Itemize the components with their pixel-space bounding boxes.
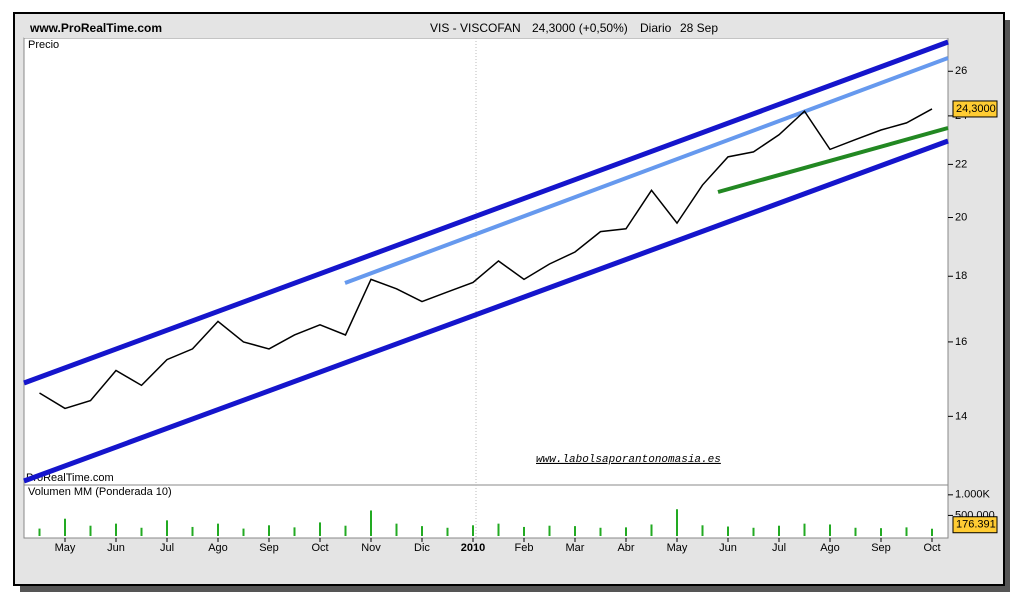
x-tick-label: Oct [923, 542, 940, 554]
volume-bar [446, 527, 449, 536]
volume-bar [242, 528, 245, 536]
channel-lower [23, 138, 949, 484]
x-tick-label: Sep [871, 542, 891, 554]
volume-bar [140, 527, 143, 536]
volume-bar [523, 526, 525, 536]
volume-bar [319, 522, 321, 536]
y-tick-label: 22 [955, 158, 967, 170]
volume-bar [268, 525, 270, 536]
volume-bar [676, 509, 678, 536]
x-tick-label: Mar [566, 542, 585, 554]
volume-bar [370, 510, 372, 536]
volume-bar [344, 525, 347, 536]
y-tick-label: 14 [955, 410, 967, 422]
volume-bar [931, 528, 933, 536]
volume-bar [166, 520, 168, 536]
plot-area [23, 37, 949, 539]
volume-bar [115, 523, 117, 536]
volume-bar [905, 527, 908, 536]
volume-tag [952, 516, 998, 534]
volume-bar [778, 525, 780, 536]
volume-bar [38, 528, 41, 536]
volume-bar [191, 526, 194, 536]
period: Diario [640, 21, 672, 35]
volume-bar [752, 527, 755, 536]
volume-bar [625, 527, 627, 536]
ticker: VIS - VISCOFAN [430, 21, 521, 35]
volume-bar [89, 525, 92, 536]
x-tick-label: May [667, 542, 688, 554]
date: 28 Sep [680, 21, 718, 35]
x-tick-label: Jun [719, 542, 737, 554]
support-line [717, 126, 949, 194]
volume-tag-label: 176.391 [956, 519, 996, 531]
x-tick-label: Jun [107, 542, 125, 554]
watermark: ProRealTime.com [26, 472, 114, 484]
pane-title: Precio [28, 39, 59, 51]
y-tick-label: 26 [955, 65, 967, 77]
x-tick-label: Oct [311, 542, 328, 554]
volume-bar [803, 523, 806, 536]
x-tick-label: Jul [160, 542, 174, 554]
site: www.ProRealTime.com [29, 21, 162, 35]
volume-bar [395, 523, 398, 536]
price-line [39, 108, 933, 410]
volume-bar [548, 525, 551, 536]
quote: 24,3000 (+0,50%) [532, 21, 628, 35]
volume-bar [64, 518, 66, 536]
volume-bar [472, 525, 474, 536]
x-tick-label: Feb [515, 542, 534, 554]
volume-bar [727, 526, 729, 536]
volume-bar [599, 527, 602, 536]
y-tick-label: 18 [955, 270, 967, 282]
volume-bar [880, 528, 882, 536]
x-tick-label: 2010 [461, 542, 485, 554]
trend-line [344, 56, 949, 285]
y-tick-label: 1.000K [955, 489, 991, 501]
x-tick-label: May [55, 542, 76, 554]
volume-title: Volumen MM (Ponderada 10) [28, 486, 172, 498]
x-tick-label: Ago [820, 542, 840, 554]
url: www.labolsaporantonomasia.es [536, 454, 721, 466]
volume-bar [421, 526, 423, 536]
volume-bar [497, 523, 500, 536]
x-tick-label: Sep [259, 542, 279, 554]
volume-bar [650, 524, 653, 536]
x-tick-label: Jul [772, 542, 786, 554]
y-tick-label: 16 [955, 336, 967, 348]
x-tick-label: Abr [617, 542, 634, 554]
price-tag-label: 24,3000 [956, 103, 996, 115]
header-bar [24, 21, 1000, 38]
x-tick-label: Nov [361, 542, 381, 554]
volume-bar [701, 525, 704, 536]
volume-bar [574, 526, 576, 536]
channel-upper [23, 39, 949, 386]
volume-bar [217, 523, 219, 536]
x-tick-label: Dic [414, 542, 430, 554]
price-tag [952, 100, 998, 118]
volume-bar [293, 527, 296, 536]
volume-bar [854, 527, 857, 536]
x-tick-label: Ago [208, 542, 228, 554]
volume-bar [829, 524, 831, 536]
y-tick-label: 20 [955, 211, 967, 223]
